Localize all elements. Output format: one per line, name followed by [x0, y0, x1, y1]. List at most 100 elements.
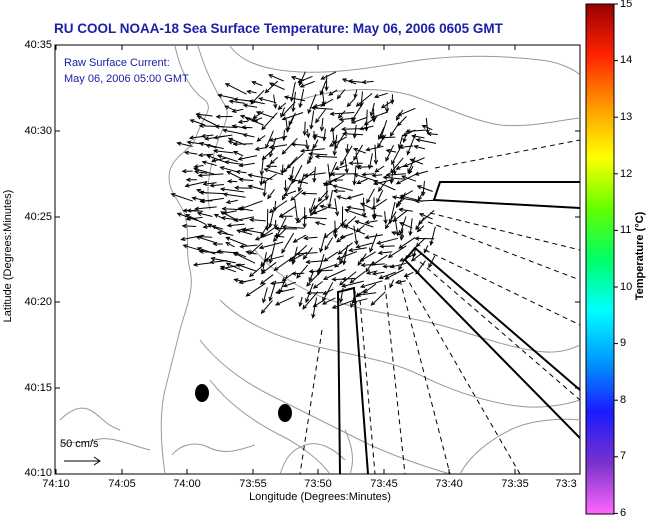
radar-coverage-dashed — [299, 139, 580, 474]
current-vector-head — [232, 252, 238, 257]
y-tick-label: 40:35 — [24, 39, 52, 51]
x-tick-label: 73:40 — [435, 478, 463, 490]
current-vector-head — [426, 131, 432, 137]
current-vector — [223, 129, 246, 135]
current-vector — [282, 112, 304, 120]
current-vector-head — [224, 105, 230, 110]
current-vector — [274, 235, 285, 238]
current-vector — [359, 251, 376, 262]
current-vector-head — [221, 206, 227, 212]
current-vector-head — [324, 245, 329, 251]
current-vector-head — [353, 155, 358, 162]
current-vector — [416, 237, 426, 247]
current-vector-head — [259, 280, 265, 285]
current-vector — [229, 100, 246, 104]
current-vector-head — [333, 233, 338, 239]
current-vector-head — [402, 132, 408, 137]
current-vector-head — [309, 124, 314, 130]
current-vector-head — [232, 141, 238, 147]
current-vector — [201, 134, 214, 137]
current-vector-head — [359, 126, 365, 131]
current-vector — [240, 244, 258, 248]
current-vector-head — [346, 205, 352, 210]
current-vector — [361, 263, 385, 266]
current-vector — [212, 157, 228, 162]
current-vector-head — [403, 273, 409, 278]
current-vector-head — [202, 181, 208, 186]
current-vector-head — [305, 298, 310, 304]
current-vector — [357, 166, 374, 168]
current-vector — [324, 237, 334, 250]
current-vector-head — [227, 137, 234, 142]
current-vector — [202, 161, 217, 166]
current-vector-head — [248, 99, 254, 104]
current-vector — [356, 93, 373, 107]
current-vector-head — [395, 203, 401, 209]
current-vector — [334, 198, 338, 216]
current-vector — [335, 164, 348, 170]
current-vector — [414, 145, 426, 150]
current-vector-head — [219, 187, 226, 192]
current-vector-head — [212, 149, 219, 154]
current-vector-head — [296, 273, 301, 279]
current-vector — [396, 164, 406, 170]
current-vector — [262, 287, 268, 303]
current-vector-head — [374, 168, 380, 173]
current-vector — [280, 107, 285, 118]
current-vector — [257, 135, 266, 142]
current-vector — [415, 170, 429, 176]
current-vector — [366, 188, 375, 204]
current-vector-head — [239, 244, 245, 249]
current-vector-head — [198, 141, 204, 147]
current-vector-head — [263, 257, 269, 262]
current-vector-head — [181, 223, 187, 229]
current-vector-head — [377, 187, 383, 193]
current-vector — [200, 192, 225, 195]
current-vector-head — [196, 188, 202, 193]
current-vector-head — [348, 247, 354, 253]
current-vector-head — [421, 125, 427, 129]
current-vector-head — [376, 198, 381, 204]
current-vector — [318, 190, 329, 202]
current-vector-head — [416, 185, 422, 190]
current-vector — [199, 142, 224, 150]
current-vector-head — [297, 78, 303, 83]
current-vector-head — [261, 125, 266, 131]
current-vector — [337, 251, 358, 260]
current-vector — [252, 81, 263, 87]
current-vector-head — [176, 212, 182, 217]
current-vector — [286, 116, 295, 131]
current-vector-head — [311, 313, 316, 319]
current-vector-head — [337, 250, 343, 255]
current-vector — [363, 283, 377, 294]
current-vector — [232, 108, 244, 113]
current-vector-head — [364, 219, 370, 225]
current-vector — [408, 165, 414, 174]
current-vector — [282, 226, 304, 229]
current-vector-head — [239, 114, 245, 119]
current-vector-head — [365, 267, 370, 273]
current-vector — [261, 300, 273, 314]
current-vector-head — [226, 223, 232, 228]
current-vector — [210, 184, 224, 187]
current-vector-head — [384, 275, 390, 280]
y-axis-label: Latitude (Degrees:Minutes) — [2, 189, 14, 323]
current-vector-head — [209, 259, 215, 265]
current-vector — [220, 266, 237, 273]
x-tick-label: 73:3 — [555, 478, 577, 490]
current-vector — [380, 120, 388, 139]
current-vector — [241, 228, 264, 234]
current-vector — [255, 146, 267, 150]
current-vector-head — [209, 183, 215, 188]
current-vector — [320, 205, 337, 210]
map-title: RU COOL NOAA-18 Sea Surface Temperature:… — [54, 21, 503, 36]
current-vector — [311, 107, 333, 110]
current-vector-head — [411, 134, 417, 139]
current-vector — [333, 218, 347, 234]
current-vector — [370, 102, 375, 116]
current-vector-head — [346, 195, 352, 200]
current-vector-head — [280, 169, 285, 175]
current-vector — [282, 179, 294, 200]
current-vector — [281, 101, 296, 117]
